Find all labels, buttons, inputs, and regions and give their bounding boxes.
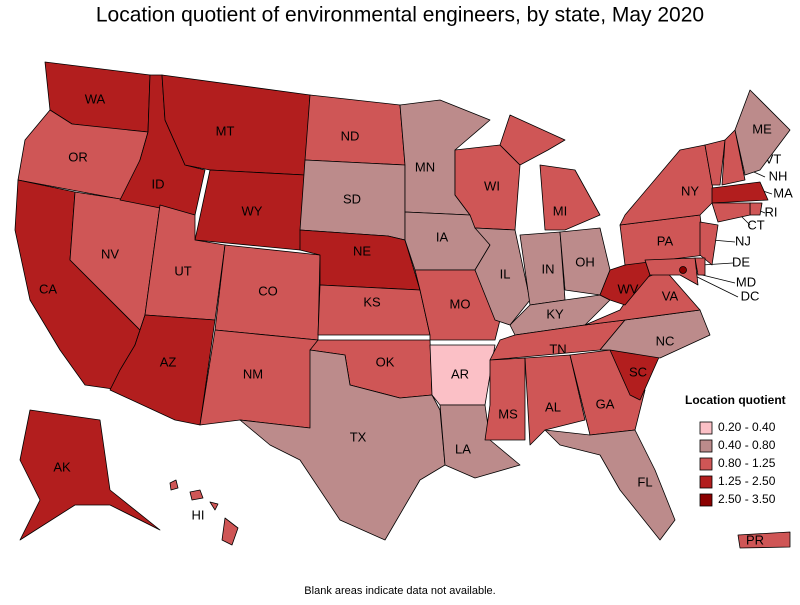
footnote: Blank areas indicate data not available. <box>304 585 495 597</box>
state <box>524 354 586 446</box>
state-label: TN <box>549 341 566 356</box>
state-label: SD <box>343 191 361 206</box>
state <box>694 257 706 276</box>
state-label: NC <box>656 333 675 348</box>
state-label: AZ <box>160 354 177 369</box>
state <box>484 357 526 441</box>
state-label: MA <box>773 185 793 200</box>
state-label: TX <box>350 429 367 444</box>
state-label: MI <box>553 203 567 218</box>
state-label: RI <box>765 204 778 219</box>
state <box>161 74 311 176</box>
state-label: DE <box>732 254 750 269</box>
state-label: MD <box>736 274 756 289</box>
state-label: DC <box>741 288 760 303</box>
state <box>239 349 446 541</box>
state-label: NY <box>681 183 699 198</box>
state-label: KY <box>546 306 564 321</box>
state-label: NV <box>101 246 119 261</box>
state-marker <box>679 266 687 274</box>
state-label: HI <box>192 507 205 522</box>
state <box>711 181 769 204</box>
state <box>474 227 531 326</box>
legend-label: 1.25 - 2.50 <box>718 474 776 488</box>
map-title: Location quotient of environmental engin… <box>96 4 704 27</box>
state <box>439 404 521 479</box>
state-label: ME <box>752 121 772 136</box>
state <box>721 129 746 186</box>
legend-label: 0.20 - 0.40 <box>718 420 776 434</box>
legend-swatch <box>699 439 713 453</box>
legend-swatch <box>699 493 713 507</box>
state <box>109 314 216 426</box>
state <box>737 531 791 549</box>
legend-swatch <box>699 457 713 471</box>
legend-label: 2.50 - 3.50 <box>718 492 776 506</box>
state-label: FL <box>637 474 652 489</box>
state-label: MT <box>216 123 235 138</box>
state-label: CA <box>39 281 57 296</box>
state-label: SC <box>629 364 647 379</box>
state-label: NM <box>243 366 263 381</box>
state-label: IL <box>500 266 511 281</box>
state-label: WI <box>484 178 500 193</box>
state-label: KS <box>363 294 381 309</box>
state-label: AL <box>545 399 561 414</box>
state-label: PA <box>657 233 674 248</box>
state <box>169 479 239 546</box>
state-label: CT <box>747 217 764 232</box>
state-label: IN <box>542 261 555 276</box>
state-label: CO <box>258 283 278 298</box>
legend-swatch <box>699 475 713 489</box>
state-label: OK <box>376 354 395 369</box>
state-label: MO <box>450 296 471 311</box>
state-label: UT <box>174 263 191 278</box>
state-label: NE <box>353 243 371 258</box>
legend-label: 0.80 - 1.25 <box>718 456 776 470</box>
state <box>499 114 601 231</box>
state <box>619 144 716 226</box>
state-label: LA <box>455 441 471 456</box>
state-label: MN <box>415 159 435 174</box>
state-label: WY <box>242 203 263 218</box>
state-label: MS <box>498 406 518 421</box>
state-label: WA <box>85 91 106 106</box>
state-label: ID <box>152 176 165 191</box>
state <box>19 409 161 541</box>
state <box>317 284 431 336</box>
state <box>704 139 726 186</box>
legend-title: Location quotient <box>685 393 786 407</box>
state-label: PR <box>746 532 764 547</box>
state <box>749 202 763 216</box>
state <box>544 429 676 541</box>
state <box>711 202 751 223</box>
state <box>734 89 791 176</box>
state-label: VA <box>662 288 679 303</box>
state-label: OH <box>575 254 595 269</box>
state-label: NH <box>769 168 788 183</box>
state-label: WV <box>618 281 639 296</box>
legend-label: 0.40 - 0.80 <box>718 438 776 452</box>
state-label: AR <box>451 366 469 381</box>
state-label: IA <box>436 229 449 244</box>
legend-swatch <box>699 421 713 435</box>
state-label: NJ <box>735 233 751 248</box>
state <box>699 221 719 266</box>
state-label: OR <box>68 149 88 164</box>
state-label: ND <box>341 128 360 143</box>
state-label: GA <box>596 396 615 411</box>
state-label: AK <box>53 459 71 474</box>
state <box>644 257 699 286</box>
